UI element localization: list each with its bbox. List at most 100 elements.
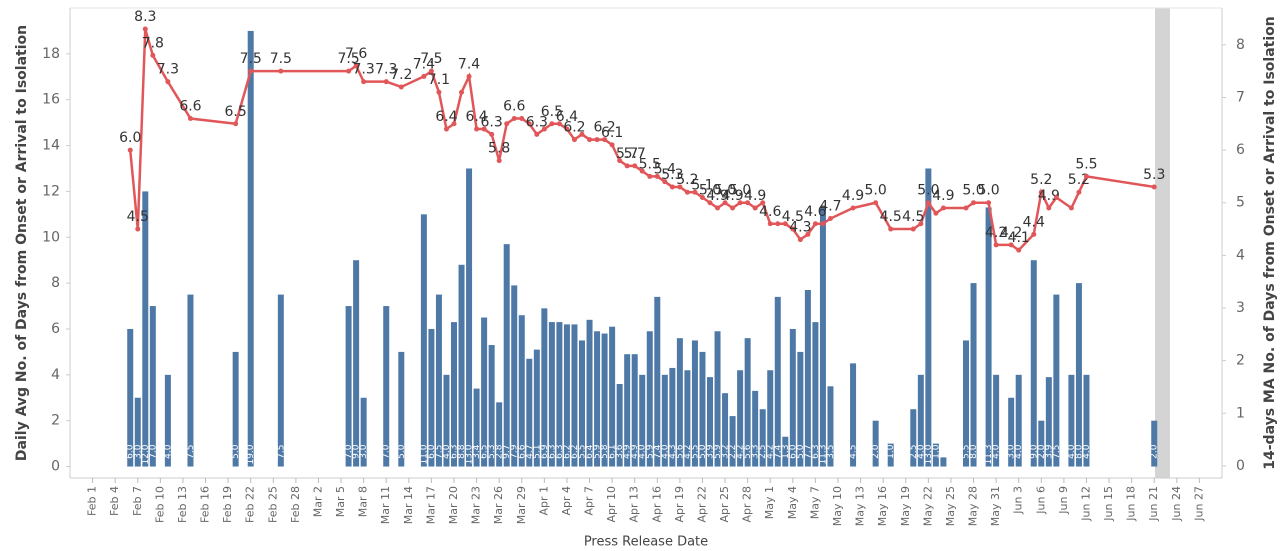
- line-point: [805, 231, 811, 237]
- bar: [466, 168, 473, 467]
- line-point: [654, 173, 660, 179]
- bar-label: 8.0: [1074, 444, 1084, 459]
- bar-label: 5.5: [578, 445, 588, 459]
- y-tick-label: 4: [51, 367, 60, 383]
- line-point: [1083, 173, 1089, 179]
- line-point: [398, 84, 404, 90]
- line-point: [602, 137, 608, 143]
- line-point: [165, 79, 171, 85]
- point-label: 5.0: [865, 183, 887, 199]
- bar-label: 6.2: [570, 445, 580, 459]
- bar: [247, 30, 254, 467]
- bar: [691, 340, 698, 467]
- bar: [729, 416, 736, 467]
- bar: [571, 324, 578, 467]
- bar: [609, 326, 616, 467]
- bar: [774, 296, 781, 467]
- bar-label: 4.9: [630, 444, 640, 459]
- point-label: 4.1: [1008, 230, 1030, 246]
- x-tick-label: May 7: [808, 486, 821, 519]
- y2-tick-label: 4: [1236, 247, 1245, 263]
- bar: [541, 308, 548, 467]
- x-tick-label: Jun 6: [1034, 486, 1047, 515]
- bar-label: 4.0: [992, 444, 1002, 459]
- x-tick-label: May 22: [921, 486, 934, 526]
- line-point: [632, 163, 638, 169]
- x-tick-label: Feb 1: [86, 486, 99, 516]
- bar-label: 9.7: [502, 445, 512, 459]
- point-label: 5.7: [624, 146, 646, 162]
- bar: [526, 358, 533, 467]
- bar-label: 6.0: [126, 444, 136, 459]
- line-point: [707, 200, 713, 206]
- bar-label: 2.2: [728, 445, 738, 459]
- line-point: [790, 226, 796, 232]
- bar: [383, 306, 390, 467]
- bar-label: 4.0: [163, 444, 173, 459]
- line-point: [142, 26, 148, 32]
- line-point: [745, 200, 751, 206]
- x-tick-label: May 19: [899, 486, 912, 526]
- line-point: [1053, 194, 1059, 200]
- y2-tick-label: 2: [1236, 353, 1245, 369]
- bar: [142, 191, 149, 467]
- x-tick-label: May 1: [763, 486, 776, 519]
- y2-tick-label: 8: [1236, 37, 1245, 53]
- x-tick-label: May 16: [876, 486, 889, 526]
- line-point: [820, 221, 826, 227]
- line-point: [571, 137, 577, 143]
- bar: [1053, 294, 1060, 467]
- bar-label: 9.0: [352, 444, 362, 459]
- point-label: 4.9: [1038, 188, 1060, 204]
- x-tick-label: Feb 13: [176, 486, 189, 523]
- bar: [752, 390, 759, 467]
- bar-label: 1.3: [781, 445, 791, 459]
- bar-label: 5.9: [593, 444, 603, 459]
- bar: [149, 306, 156, 467]
- bar: [819, 207, 826, 467]
- line-point: [888, 226, 894, 232]
- line-point: [722, 200, 728, 206]
- point-label: 4.4: [1023, 214, 1045, 230]
- bar-label: 6.3: [450, 445, 460, 459]
- bar: [797, 351, 804, 467]
- point-label: 7.5: [420, 51, 442, 67]
- y2-tick-label: 3: [1236, 300, 1245, 316]
- point-label: 7.3: [353, 62, 375, 78]
- y-tick-label: 10: [42, 229, 60, 245]
- point-label: 6.5: [541, 104, 563, 120]
- bar-label: 4.2: [736, 445, 746, 459]
- x-tick-label: May 28: [967, 486, 980, 526]
- bar-label: 4.5: [849, 445, 859, 459]
- point-label: 5.0: [699, 183, 721, 199]
- y-tick-label: 0: [51, 459, 60, 475]
- x-tick-label: Apr 28: [741, 486, 754, 523]
- bar: [353, 260, 360, 467]
- line-point: [564, 126, 570, 132]
- line-point: [541, 126, 547, 132]
- bar: [496, 402, 503, 467]
- line-point: [361, 79, 367, 85]
- bar: [963, 340, 969, 467]
- line-point: [677, 184, 683, 190]
- x-tick-label: Feb 7: [131, 486, 144, 516]
- point-label: 7.5: [270, 51, 292, 67]
- point-label: 4.9: [744, 188, 766, 204]
- line-point: [617, 158, 623, 164]
- line-point: [496, 158, 502, 164]
- bar: [737, 370, 744, 467]
- bar-label: 5.0: [231, 444, 241, 459]
- bar-label: 6.3: [811, 445, 821, 459]
- y2-tick-label: 1: [1236, 405, 1245, 421]
- bar-label: 3.0: [133, 444, 143, 459]
- bar: [624, 354, 631, 467]
- line-point: [993, 242, 999, 248]
- bar: [1075, 283, 1082, 467]
- bar-label: 3.0: [359, 444, 369, 459]
- bar: [993, 374, 1000, 467]
- x-tick-label: May 13: [854, 486, 867, 526]
- line-point: [519, 116, 525, 122]
- line-point: [346, 68, 352, 74]
- bar: [277, 294, 284, 467]
- point-label: 6.5: [225, 104, 247, 120]
